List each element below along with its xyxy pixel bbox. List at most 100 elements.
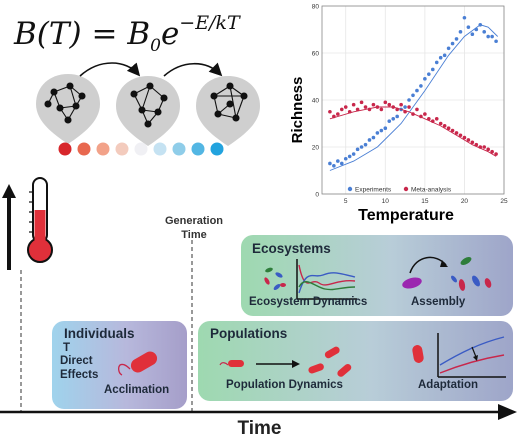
- data-point-meta-analysis: [494, 152, 498, 156]
- data-point-experiments: [407, 98, 411, 102]
- data-point-experiments: [478, 23, 483, 27]
- data-point-experiments: [336, 159, 340, 163]
- data-point-meta-analysis: [363, 105, 368, 109]
- legend-meta-analysis-marker: [403, 186, 409, 192]
- data-point-experiments: [482, 30, 487, 34]
- data-point-meta-analysis: [478, 145, 483, 149]
- data-point-experiments: [415, 88, 419, 93]
- data-point-meta-analysis: [450, 128, 455, 133]
- data-point-meta-analysis: [343, 105, 348, 109]
- data-point-experiments: [419, 84, 423, 88]
- data-point-experiments: [395, 114, 399, 119]
- data-point-meta-analysis: [415, 107, 419, 112]
- data-point-experiments: [462, 15, 467, 20]
- data-point-experiments: [490, 34, 494, 39]
- arrow-1-to-2: [79, 62, 141, 77]
- data-point-meta-analysis: [391, 105, 396, 109]
- data-point-meta-analysis: [367, 107, 372, 112]
- populations-panel: Populations Population Dynamics Adaptati…: [198, 321, 513, 401]
- data-point-experiments: [430, 67, 435, 72]
- data-point-meta-analysis: [490, 149, 494, 154]
- network-evolution-diagram: [36, 62, 260, 146]
- data-point-meta-analysis: [403, 109, 407, 114]
- data-point-meta-analysis: [434, 117, 439, 121]
- ecosystems-title: Ecosystems: [252, 241, 331, 256]
- data-point-meta-analysis: [462, 135, 467, 140]
- legend-meta-analysis: Meta-analysis: [411, 187, 452, 194]
- data-point-meta-analysis: [466, 138, 471, 142]
- y-tick-label: 0: [315, 191, 319, 198]
- chart-legend: Experiments Meta-analysis: [347, 186, 452, 194]
- data-point-meta-analysis: [442, 124, 447, 128]
- data-point-meta-analysis: [336, 112, 340, 116]
- color-scale-dot: [210, 142, 224, 156]
- generation-time-label: Generation Time: [164, 215, 224, 241]
- color-scale-dot: [77, 142, 91, 156]
- data-point-experiments: [427, 72, 431, 76]
- y-axis-label: Richness: [289, 77, 306, 144]
- data-point-meta-analysis: [474, 142, 479, 147]
- data-point-meta-analysis: [383, 100, 388, 105]
- formula-subscript: 0: [150, 36, 161, 57]
- data-point-experiments: [332, 164, 336, 168]
- data-point-experiments: [458, 30, 463, 34]
- data-point-experiments: [363, 142, 368, 147]
- acclimation-label: Acclimation: [104, 384, 170, 396]
- data-point-experiments: [486, 34, 490, 39]
- data-point-meta-analysis: [411, 112, 415, 116]
- thermometer-icon: [27, 177, 53, 263]
- thermometer-graphic: [2, 177, 53, 270]
- microbe-cluster-icon: [264, 267, 286, 290]
- adaptation-plot: [412, 333, 506, 378]
- data-point-experiments: [470, 32, 475, 36]
- x-tick-label: 10: [382, 198, 390, 205]
- y-tick-label: 40: [312, 97, 320, 104]
- data-point-meta-analysis: [332, 114, 336, 119]
- color-scale-dot: [191, 142, 205, 156]
- data-point-experiments: [442, 53, 447, 58]
- data-point-meta-analysis: [379, 107, 384, 112]
- time-axis: [0, 404, 517, 420]
- color-scale-dot: [96, 142, 110, 156]
- data-point-experiments: [423, 77, 427, 81]
- data-point-meta-analysis: [438, 121, 443, 126]
- data-point-experiments: [343, 156, 348, 161]
- y-tick-label: 20: [312, 144, 320, 151]
- data-point-meta-analysis: [458, 133, 463, 138]
- data-point-meta-analysis: [446, 126, 451, 130]
- color-scale-dot: [58, 142, 72, 156]
- adaptation-label: Adaptation: [418, 379, 479, 391]
- data-point-meta-analysis: [430, 119, 435, 123]
- data-point-meta-analysis: [407, 105, 411, 109]
- data-point-experiments: [446, 46, 451, 51]
- data-point-experiments: [454, 37, 459, 41]
- data-point-meta-analysis: [328, 109, 332, 114]
- network-balloon-2: [116, 76, 180, 146]
- formula-base: e: [160, 16, 180, 52]
- data-point-meta-analysis: [423, 112, 427, 116]
- data-point-experiments: [367, 138, 372, 142]
- y-tick-label: 80: [312, 3, 320, 10]
- individuals-stray-text: T: [63, 342, 71, 354]
- legend-experiments: Experiments: [355, 187, 392, 194]
- populations-title: Populations: [210, 326, 288, 341]
- data-point-experiments: [391, 117, 396, 121]
- x-axis-label: Temperature: [358, 207, 454, 224]
- data-point-experiments: [434, 60, 439, 65]
- data-point-meta-analysis: [395, 107, 399, 112]
- population-dynamics-icon: [219, 346, 352, 377]
- data-point-meta-analysis: [359, 100, 364, 105]
- timeline-guides: [20, 240, 193, 412]
- data-point-experiments: [347, 154, 352, 159]
- x-tick-label: 15: [421, 198, 429, 205]
- color-scale-dot: [153, 142, 167, 156]
- data-point-experiments: [383, 126, 388, 130]
- color-scale-dot: [172, 142, 186, 156]
- y-tick-label: 60: [312, 50, 320, 57]
- data-point-meta-analysis: [454, 131, 459, 135]
- data-point-experiments: [387, 119, 392, 123]
- ecosystem-dynamics-label: Ecosystem Dynamics: [249, 296, 368, 308]
- data-point-meta-analysis: [470, 140, 475, 145]
- data-point-experiments: [450, 41, 455, 46]
- assembly-icon: [402, 256, 492, 291]
